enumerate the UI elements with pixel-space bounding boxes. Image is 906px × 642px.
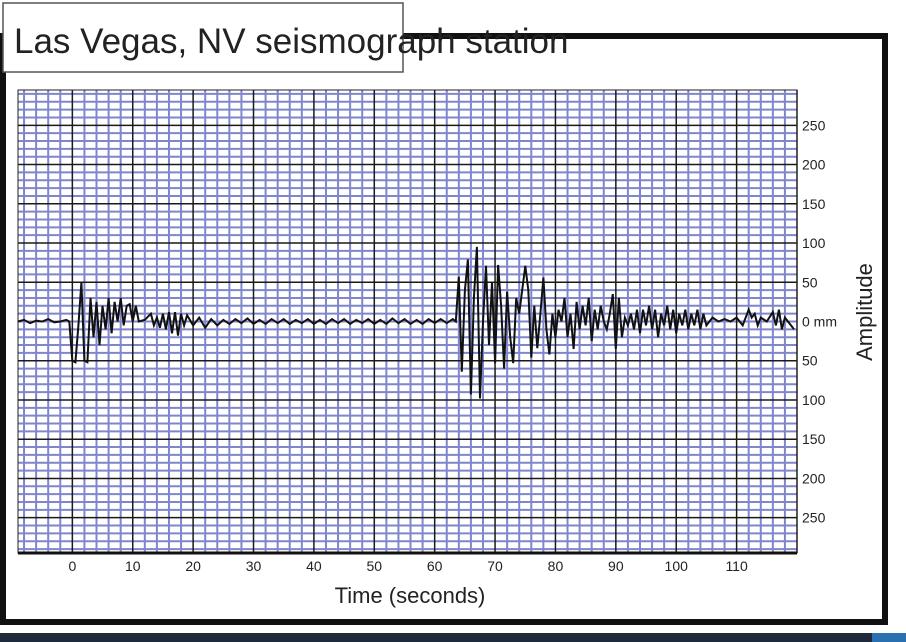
x-tick-label: 0 [68,558,76,574]
outer-frame [0,33,888,625]
bottom-strip [0,633,906,642]
x-tick-label: 60 [427,558,443,574]
y-tick-label: 50 [802,274,818,290]
x-tick-label: 70 [487,558,503,574]
x-tick-label: 30 [246,558,262,574]
y-tick-label: 250 [802,510,826,526]
major-grid [18,90,798,553]
x-tick-label: 90 [608,558,624,574]
x-tick-label: 110 [725,558,748,574]
y-tick-label: 100 [802,235,826,251]
minor-grid [18,90,797,553]
y-tick-label: 250 [802,117,826,133]
y-tick-label: 100 [802,392,826,408]
x-tick-label: 80 [548,558,564,574]
bottom-strip-accent [872,633,906,642]
x-tick-label: 40 [306,558,322,574]
y-tick-label: 50 [802,353,818,369]
y-axis-label: Amplitude [852,263,877,361]
title-box [2,2,404,73]
y-tick-labels: 250 200 150 100 50 0 mm 50 100 150 200 250 [802,117,837,525]
x-tick-label: 100 [665,558,689,574]
y-tick-label: 200 [802,470,826,486]
y-tick-label: 200 [802,157,826,173]
x-tick-labels: 0 10 20 30 40 50 60 70 80 90 100 110 [68,558,748,574]
x-tick-label: 50 [366,558,382,574]
x-tick-label: 10 [125,558,141,574]
y-tick-label: 150 [802,196,826,212]
y-tick-label: 150 [802,431,826,447]
x-tick-label: 20 [185,558,201,574]
y-tick-label: 0 mm [802,314,837,330]
x-axis-label: Time (seconds) [335,583,486,608]
seismogram-trace [17,246,795,399]
chart-title: Las Vegas, NV seismograph station [14,22,568,61]
